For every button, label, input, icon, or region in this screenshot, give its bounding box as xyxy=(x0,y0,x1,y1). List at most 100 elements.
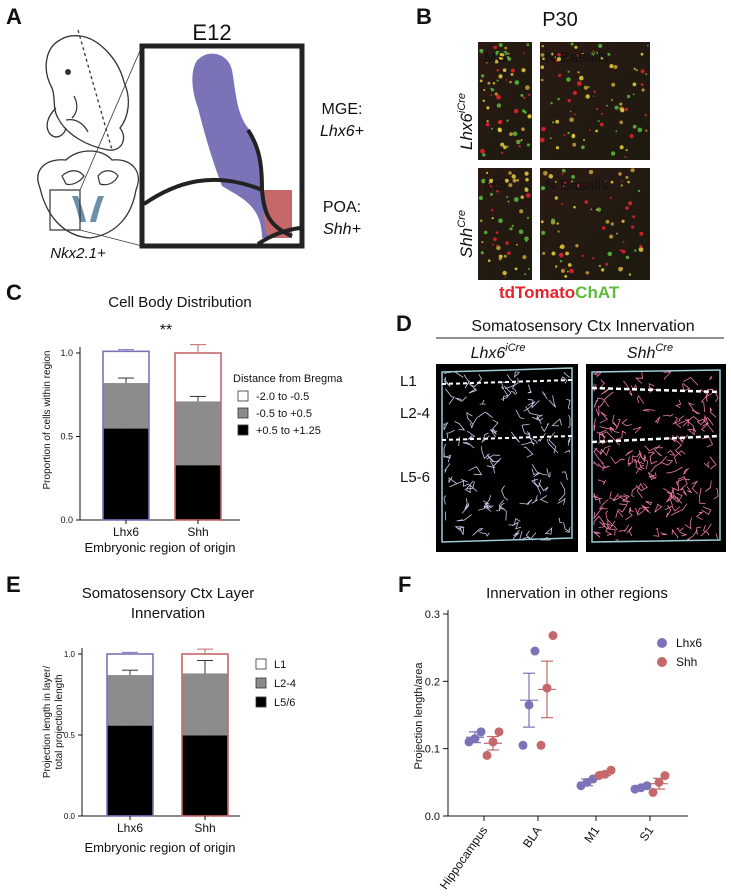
panel-f: F Innervation in other regions Projectio… xyxy=(398,572,702,892)
data-point xyxy=(470,734,480,744)
cell-dot xyxy=(555,146,560,150)
cell-dot xyxy=(630,168,635,173)
axon-segment xyxy=(672,497,679,501)
cell-dot xyxy=(496,69,500,72)
lhx6-marker-label: Lhx6+ xyxy=(320,123,364,140)
cell-dot xyxy=(540,65,545,69)
cell-dot xyxy=(621,219,625,223)
cell-dot xyxy=(571,180,574,183)
cell-dot xyxy=(509,132,513,137)
cell-dot xyxy=(489,184,493,189)
axon-segment xyxy=(654,416,661,424)
cell-dot xyxy=(561,203,563,205)
cell-dot xyxy=(634,249,637,252)
axon-segment xyxy=(597,461,606,468)
axon-segment xyxy=(557,498,566,505)
micrograph-lhx6-ms xyxy=(478,42,532,160)
axon-segment xyxy=(561,471,568,481)
chart-c-ylabel: Proportion of cells within region xyxy=(42,351,53,490)
axon-segment xyxy=(675,478,691,487)
cell-dot xyxy=(540,78,544,82)
cell-dot xyxy=(556,57,562,62)
cell-dot xyxy=(592,95,595,98)
data-point xyxy=(518,740,528,750)
cell-dot xyxy=(631,225,635,229)
micrograph-lhx6-nbasalis xyxy=(540,42,650,160)
cell-dot xyxy=(509,80,512,84)
axon-segment xyxy=(468,383,478,394)
axon-segment xyxy=(479,399,486,405)
axon-segment xyxy=(624,450,634,456)
axon-segment xyxy=(699,487,706,505)
axon-segment xyxy=(464,498,470,511)
cell-dot xyxy=(496,244,498,246)
cell-dot xyxy=(592,50,595,53)
cell-dot xyxy=(505,79,508,81)
cell-dot xyxy=(613,65,618,69)
axon-segment xyxy=(641,465,645,470)
axon-segment xyxy=(466,430,476,440)
cell-dot xyxy=(525,85,530,90)
axon-segment xyxy=(599,521,616,536)
cell-dot xyxy=(551,218,555,223)
legend-swatch xyxy=(255,696,267,708)
cell-dot xyxy=(619,102,623,106)
axon-segment xyxy=(544,526,553,535)
axon-segment xyxy=(709,456,717,470)
cell-dot xyxy=(581,254,584,257)
cell-dot xyxy=(509,227,513,231)
y-tick-label: 0.0 xyxy=(60,515,73,525)
cell-dot xyxy=(550,102,553,105)
cell-dot xyxy=(577,71,580,74)
cell-dot xyxy=(521,68,526,73)
cell-dot xyxy=(564,274,568,278)
axon-segment xyxy=(687,402,699,415)
cell-dot xyxy=(566,270,569,273)
axon-segment xyxy=(454,371,464,378)
cell-dot xyxy=(593,90,596,94)
cell-dot xyxy=(504,46,508,50)
axon-segment xyxy=(592,531,601,538)
axon-segment xyxy=(601,431,605,438)
cell-dot xyxy=(601,112,603,115)
cell-dot xyxy=(490,94,493,97)
cell-dot xyxy=(567,98,571,103)
axon-segment xyxy=(566,399,571,410)
cell-dot xyxy=(506,145,509,148)
cell-dot xyxy=(511,174,516,179)
axon-segment xyxy=(675,399,682,409)
cell-dot xyxy=(490,192,493,196)
cell-dot xyxy=(581,145,585,150)
axon-segment xyxy=(632,458,636,463)
axon-segment xyxy=(444,463,451,473)
cell-dot xyxy=(518,145,521,148)
cell-dot xyxy=(563,134,566,137)
cell-dot xyxy=(557,97,560,101)
cell-dot xyxy=(541,126,546,132)
axon-segment xyxy=(529,436,538,446)
data-point xyxy=(654,777,664,787)
axon-segment xyxy=(653,528,660,537)
axon-segment xyxy=(605,510,613,525)
cell-dot xyxy=(595,129,598,133)
cell-dot xyxy=(512,178,517,183)
axon-segment xyxy=(633,426,642,434)
axon-segment xyxy=(477,507,485,511)
cell-dot xyxy=(486,106,490,110)
axon-segment xyxy=(503,390,509,402)
y-tick-label: 1.0 xyxy=(64,650,76,659)
cell-dot xyxy=(632,82,637,87)
axon-segment xyxy=(479,532,490,537)
cell-dot xyxy=(620,108,625,113)
cell-dot xyxy=(490,127,493,130)
cell-dot xyxy=(573,113,576,116)
axon-segment xyxy=(458,526,465,535)
axon-segment xyxy=(648,472,657,478)
cell-dot xyxy=(496,245,501,251)
axon-segment xyxy=(701,400,706,413)
cell-dot xyxy=(590,53,594,57)
axon-segment xyxy=(599,431,620,446)
axon-segment xyxy=(621,418,632,427)
cell-dot xyxy=(524,171,529,176)
cell-dot xyxy=(494,59,499,64)
